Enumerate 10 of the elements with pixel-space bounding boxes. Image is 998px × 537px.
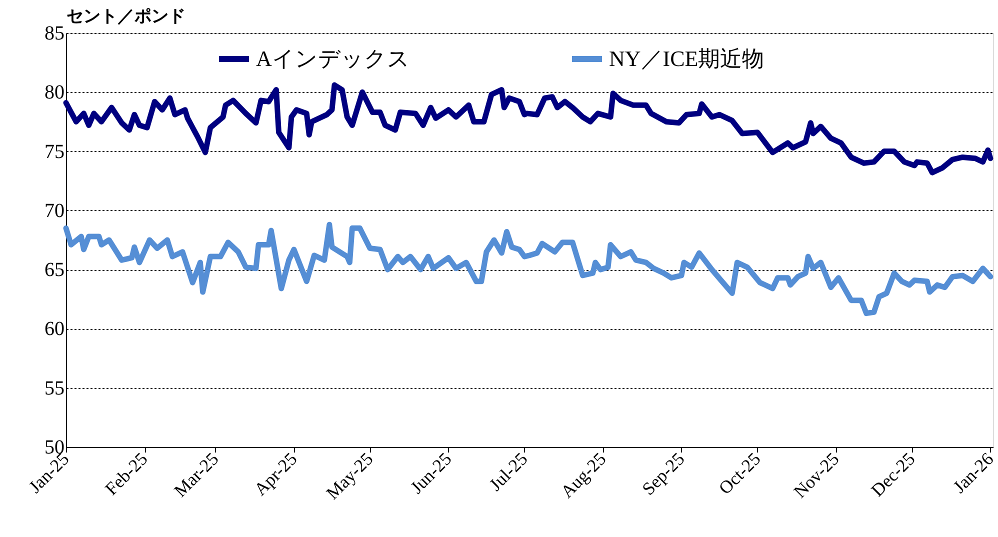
y-tick-label: 70 bbox=[44, 200, 64, 222]
y-tick-label: 75 bbox=[44, 140, 64, 163]
legend-label: Aインデックス bbox=[256, 46, 410, 71]
y-tick-label: 80 bbox=[44, 82, 64, 104]
legend-label: NY／ICE期近物 bbox=[609, 46, 764, 71]
y-tick-label: 55 bbox=[44, 377, 64, 400]
y-axis-title: セント／ポンド bbox=[66, 6, 186, 26]
y-tick-label: 85 bbox=[44, 22, 64, 44]
y-tick-label: 65 bbox=[44, 259, 64, 282]
y-tick-label: 60 bbox=[44, 318, 64, 340]
